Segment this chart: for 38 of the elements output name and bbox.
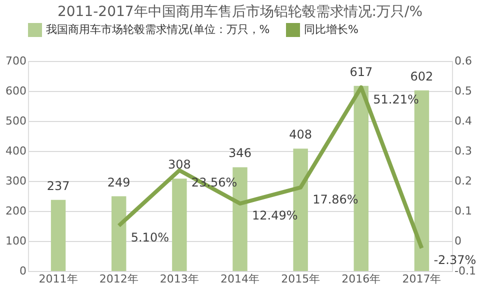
x-tick-label: 2016年: [342, 272, 381, 286]
bar: [172, 178, 187, 271]
y-tick-label: 400: [6, 144, 26, 158]
y-tick-label: 300: [6, 174, 26, 188]
data-label: -2.37%: [434, 253, 476, 268]
y-tick-label: 200: [6, 204, 26, 218]
y-tick-label: 700: [6, 54, 26, 68]
y2-tick-label: -0.1: [454, 264, 476, 278]
y-tick-label: 100: [6, 234, 26, 248]
data-label: 249: [107, 175, 130, 190]
y2-tick-label: 0.1: [454, 204, 472, 218]
data-label: 5.10%: [130, 230, 169, 245]
data-label: 346: [228, 146, 252, 160]
data-label: 237: [46, 178, 70, 193]
y2-tick-label: 0.4: [454, 114, 472, 128]
x-tick-label: 2015年: [281, 272, 320, 286]
y2-tick-label: 0: [454, 234, 462, 248]
data-label: 602: [410, 69, 434, 84]
y2-tick-label: 0.5: [454, 84, 472, 98]
bar: [112, 196, 126, 271]
y2-tick-label: 0.2: [454, 174, 472, 188]
x-tick-label: 2014年: [220, 272, 260, 286]
x-tick-label: 2011年: [38, 272, 78, 286]
x-tick-label: 2013年: [160, 272, 199, 286]
x-tick-label: 2012年: [99, 272, 138, 286]
legend-label: 同比增长%: [304, 23, 358, 36]
data-label: 408: [289, 128, 312, 142]
x-tick-label: 2017年: [402, 272, 442, 286]
y-tick-label: 600: [6, 84, 26, 98]
chart-title: 2011-2017年中国商用车售后市场铝轮毂需求情况:万只/%: [57, 4, 423, 20]
bar: [50, 200, 66, 271]
data-label: 617: [350, 64, 373, 79]
legend-label: 我国商用车市场轮毂需求情况(单位：万只，%: [46, 23, 270, 36]
y2-tick-label: 0.6: [454, 54, 472, 68]
y2-tick-label: 0.3: [454, 144, 472, 158]
y-tick-label: 500: [6, 114, 26, 128]
y-tick-label: 0: [20, 264, 26, 278]
data-label: 308: [168, 158, 191, 172]
